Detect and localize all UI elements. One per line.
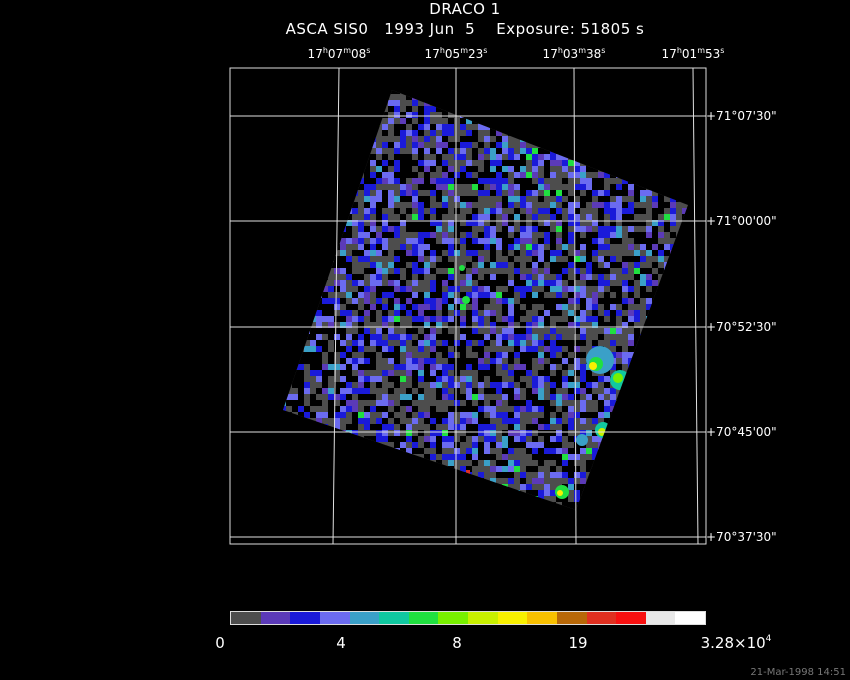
dec-tick-label: +71°07'30" [706,109,777,123]
sky-image-panel [229,67,707,545]
ra-tick-label: 17h07m08s [307,46,371,61]
color-scale-swatch [260,612,291,624]
ra-tick-label: 17h05m23s [424,46,488,61]
color-scale-swatch [438,612,468,624]
color-scale-swatch [379,612,409,624]
color-scale-swatch [319,612,350,624]
plot-frame [229,67,707,545]
dec-tick-label: +70°45'00" [706,425,777,439]
dec-tick-label: +70°37'30" [706,530,777,544]
color-scale-swatch [586,612,617,624]
color-scale-swatch [675,612,705,624]
color-scale-swatch [290,612,320,624]
color-scale-label: 8 [452,634,462,652]
timestamp: 21-Mar-1998 14:51 [750,667,846,678]
color-scale-swatch [527,612,557,624]
xray-field-image [283,90,688,510]
color-scale-swatch [645,612,676,624]
ra-tick-label: 17h03m38s [542,46,606,61]
ra-tick-label: 17h01m53s [661,46,725,61]
color-scale-label: 4 [336,634,346,652]
color-scale-label: 19 [568,634,588,652]
color-scale-swatch [556,612,587,624]
color-scale-swatch [497,612,528,624]
dec-tick-label: +71°00'00" [706,214,777,228]
color-scale-label: 0 [215,634,225,652]
color-scale-swatch [231,612,261,624]
image-title: DRACO 1 [429,0,501,18]
color-scale-bar [230,611,706,625]
color-scale-label: 3.28×104 [700,634,772,652]
dec-tick-label: +70°52'30" [706,320,777,334]
coordinate-grid [230,67,706,545]
color-scale-swatch [349,612,380,624]
color-scale-swatch [468,612,498,624]
image-subtitle: ASCA SIS0 1993 Jun 5 Exposure: 51805 s [285,20,645,38]
color-scale-swatch [408,612,439,624]
color-scale-swatch [616,612,646,624]
